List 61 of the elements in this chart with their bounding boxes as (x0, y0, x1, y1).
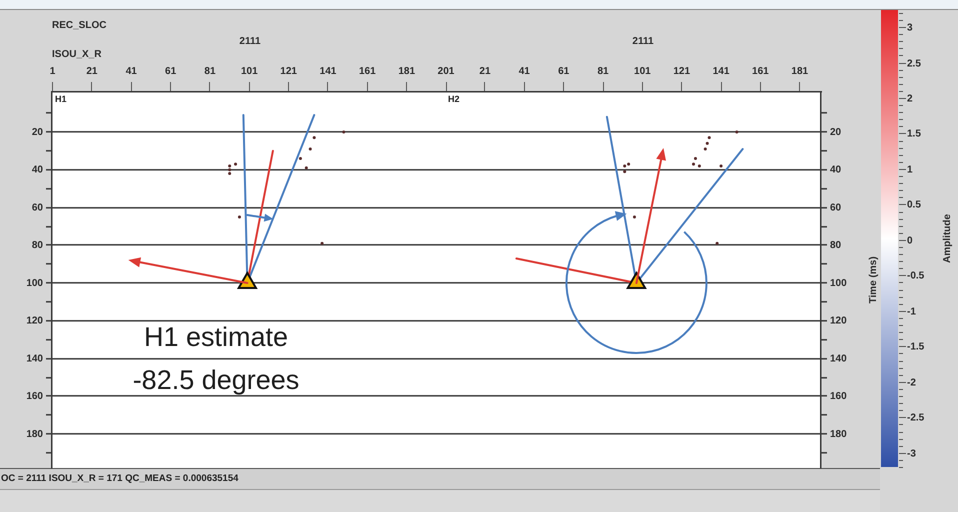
color-bar-label: 1.5 (907, 128, 922, 140)
x-tick-label: 41 (518, 66, 530, 77)
x-tick-label: 161 (752, 66, 770, 77)
x-axis-title: ISOU_X_R (52, 48, 102, 60)
text: 2111 (631, 36, 655, 48)
y2-tick-label: 140 (830, 353, 848, 364)
color-bar-label: 2 (907, 93, 913, 104)
color-bar-label: -0.5 (907, 270, 925, 282)
color-bar-label: -1.5 (907, 341, 925, 352)
annotation: H1 (55, 94, 67, 105)
x-tick-label: 121 (673, 66, 690, 77)
y-tick-label: 120 (26, 316, 44, 327)
x-tick-label: 101 (634, 66, 652, 77)
y-tick-label: 20 (32, 126, 44, 138)
y2-tick-label: 40 (830, 164, 842, 176)
x-tick-label: 181 (398, 66, 416, 77)
x-tick-label: 61 (165, 66, 177, 77)
annotation: H2 (448, 94, 460, 105)
y2-tick-label: 120 (830, 316, 848, 327)
y2-tick-label: 100 (830, 278, 848, 289)
x-tick-label: 41 (126, 66, 138, 77)
x-tick-label: 81 (597, 66, 610, 77)
y2-tick-label: 80 (830, 240, 842, 252)
x-tick-label: 121 (280, 66, 298, 77)
color-bar-label: 1 (907, 164, 913, 176)
y-tick-label: 100 (26, 278, 44, 289)
text: OC = 2111 ISOU_X_R = 171 QC_MEAS = 0.000635154 (1, 472, 238, 485)
x-tick-label: 81 (204, 66, 216, 77)
x-tick-label: 201 (438, 66, 455, 77)
y-tick-label: 180 (26, 428, 44, 440)
color-bar-label: -3 (907, 448, 916, 460)
color-bar-title: Amplitude (942, 214, 953, 263)
x-tick-label: 141 (320, 66, 337, 77)
color-bar-label: 2.5 (907, 58, 922, 70)
color-bar-label: 3 (907, 22, 913, 34)
color-bar-label: 0 (907, 235, 913, 246)
y2-axis-title: Time (ms) (868, 256, 879, 304)
color-bar-label: 0.5 (907, 199, 922, 210)
y2-tick-label: 160 (830, 391, 848, 402)
color-bar-label: -2 (907, 377, 916, 388)
x-tick-label: 141 (712, 66, 730, 77)
color-bar-label: -2.5 (907, 412, 925, 424)
x-tick-label: 61 (558, 66, 570, 77)
x-tick-label: 101 (240, 66, 258, 77)
color-bar-label: -1 (907, 306, 916, 318)
y2-tick-label: 20 (830, 126, 842, 138)
y-tick-label: 60 (32, 202, 44, 214)
y-tick-label: 40 (32, 164, 44, 176)
y2-tick-label: 60 (830, 202, 842, 214)
annotation: H1 estimate -82.5 degrees (132, 321, 300, 397)
y-tick-label: 140 (26, 353, 44, 364)
y-tick-label: 80 (32, 240, 44, 252)
x-tick-label: 1 (50, 66, 56, 77)
x-tick-label: 21 (479, 66, 491, 77)
y2-tick-label: 180 (830, 428, 848, 440)
text: 2111 (238, 36, 262, 48)
x-tick-label: 21 (86, 66, 98, 77)
text: REC_SLOC (52, 20, 106, 32)
y-tick-label: 160 (26, 391, 44, 402)
x-tick-label: 181 (791, 66, 809, 77)
x-tick-label: 161 (358, 66, 376, 77)
